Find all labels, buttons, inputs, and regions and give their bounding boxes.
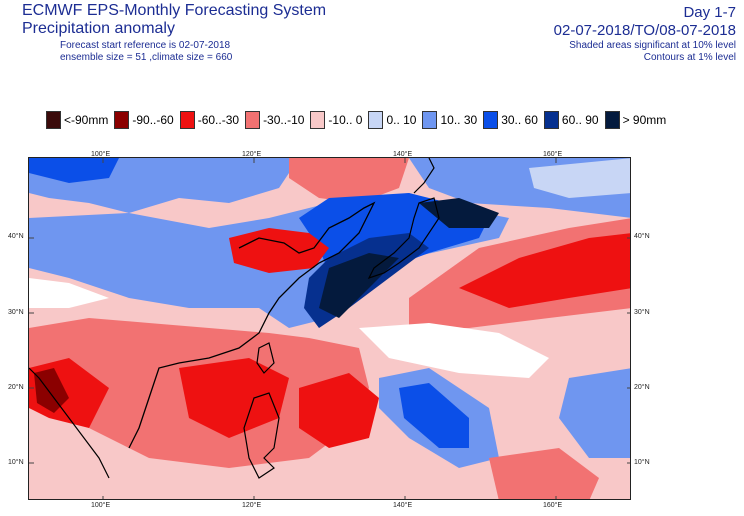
western-pacific-wet-core bbox=[399, 383, 469, 448]
legend-item: 0.. 10 bbox=[368, 111, 416, 129]
bay-of-bengal-very-dry bbox=[34, 368, 69, 413]
taiwan-coastline bbox=[256, 342, 275, 374]
title-product: Precipitation anomaly bbox=[22, 20, 175, 37]
indochina-coastline bbox=[29, 367, 110, 479]
ensemble-size: ensemble size = 51 ,climate size = 660 bbox=[60, 52, 233, 63]
legend-label: 30.. 60 bbox=[501, 113, 538, 127]
legend-item: <-90mm bbox=[46, 111, 108, 129]
lon-label-140-top: 140°E bbox=[393, 151, 413, 158]
start-reference: Forecast start reference is 02-07-2018 bbox=[60, 40, 231, 51]
lon-label-140-bottom: 140°E bbox=[393, 502, 413, 509]
legend-label: -30..-10 bbox=[263, 113, 305, 127]
contour-note: Contours at 1% level bbox=[643, 52, 736, 63]
lat-label-40-left: 40°N bbox=[8, 233, 24, 240]
legend-item: -60..-30 bbox=[179, 111, 240, 129]
legend-swatch bbox=[483, 111, 499, 129]
north-central-dry-zone bbox=[289, 158, 409, 203]
legend-swatch bbox=[114, 111, 130, 129]
neutral-zone-west bbox=[29, 278, 109, 308]
philippines-coastline bbox=[243, 392, 280, 479]
south-china-sea-dry bbox=[179, 358, 289, 438]
legend-label: -60..-30 bbox=[197, 113, 240, 127]
title-system: ECMWF EPS-Monthly Forecasting System bbox=[22, 2, 327, 19]
day-range: Day 1-7 bbox=[683, 4, 736, 21]
east-pacific-wet-zone bbox=[559, 368, 630, 458]
legend: <-90mm -90..-60 -60..-30 -30..-10 -10.. 0 0..… bbox=[46, 110, 672, 130]
legend-item: 10.. 30 bbox=[422, 111, 477, 129]
lon-label-160-bottom: 160°E bbox=[543, 502, 563, 509]
legend-item: 60.. 90 bbox=[543, 111, 599, 129]
legend-item: -30..-10 bbox=[245, 111, 304, 129]
legend-swatch bbox=[310, 111, 326, 129]
lat-label-10-left: 10°N bbox=[8, 459, 24, 466]
legend-label: -10.. 0 bbox=[328, 113, 363, 127]
east-china-sea-max-rain bbox=[319, 253, 399, 318]
legend-label: 60.. 90 bbox=[561, 113, 599, 127]
forecast-period: 02-07-2018/TO/08-07-2018 bbox=[553, 22, 736, 39]
lon-label-120-top: 120°E bbox=[242, 151, 262, 158]
north-china-dry bbox=[229, 228, 329, 273]
legend-swatch bbox=[245, 111, 261, 129]
legend-item: > 90mm bbox=[604, 111, 667, 129]
lat-label-30-left: 30°N bbox=[8, 309, 24, 316]
lat-label-40-right: 40°N bbox=[634, 233, 650, 240]
legend-swatch bbox=[179, 111, 195, 129]
north-east-light-wet bbox=[529, 158, 630, 198]
legend-item: -90..-60 bbox=[114, 111, 174, 129]
legend-label: 0.. 10 bbox=[386, 113, 417, 127]
legend-label: <-90mm bbox=[64, 113, 109, 127]
legend-label: -90..-60 bbox=[132, 113, 174, 127]
equatorial-dry-zone bbox=[489, 448, 599, 499]
japan-coastline bbox=[367, 197, 440, 280]
legend-swatch bbox=[368, 111, 384, 129]
lat-label-20-left: 20°N bbox=[8, 384, 24, 391]
legend-label: 10.. 30 bbox=[440, 113, 478, 127]
legend-item: 30.. 60 bbox=[483, 111, 538, 129]
legend-item: -10.. 0 bbox=[310, 111, 362, 129]
lon-label-100-top: 100°E bbox=[91, 151, 111, 158]
shaded-note: Shaded areas significant at 10% level bbox=[569, 40, 736, 51]
lat-label-20-right: 20°N bbox=[634, 384, 650, 391]
legend-swatch bbox=[422, 111, 438, 129]
sakhalin-coastline bbox=[413, 158, 435, 194]
lon-label-160-top: 160°E bbox=[543, 151, 563, 158]
neutral-zone bbox=[359, 323, 549, 378]
pacific-dry-core bbox=[459, 233, 630, 308]
lon-label-100-bottom: 100°E bbox=[91, 502, 111, 509]
legend-swatch bbox=[46, 111, 61, 129]
graticule-ticks bbox=[29, 158, 630, 499]
legend-swatch bbox=[543, 111, 559, 129]
lon-label-120-bottom: 120°E bbox=[242, 502, 262, 509]
japan-max-rain bbox=[419, 198, 499, 228]
anomaly-map-svg bbox=[29, 158, 630, 499]
philippine-sea-dry bbox=[299, 373, 379, 448]
legend-swatch bbox=[604, 111, 620, 129]
asia-coastline bbox=[128, 201, 376, 449]
north-west-wet-core bbox=[29, 158, 119, 183]
anomaly-map bbox=[28, 157, 631, 500]
legend-label: > 90mm bbox=[622, 113, 667, 127]
lat-label-30-right: 30°N bbox=[634, 309, 650, 316]
lat-label-10-right: 10°N bbox=[634, 459, 650, 466]
